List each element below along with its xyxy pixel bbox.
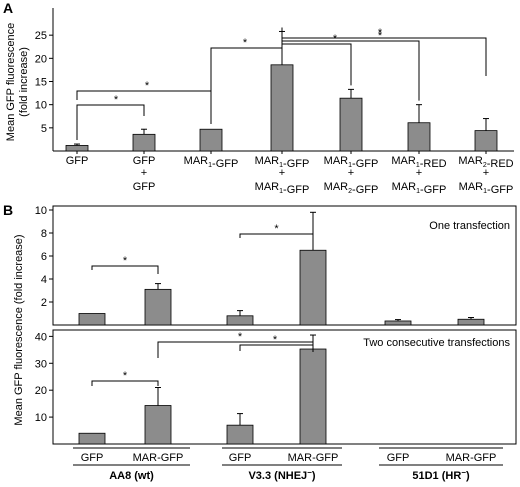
- category-plus: +: [279, 167, 285, 179]
- y-tick-label: 20: [35, 385, 47, 397]
- bar-label: MAR-GFP: [288, 452, 339, 464]
- bar: [474, 130, 498, 152]
- category-label: MAR1-GFP: [255, 155, 310, 170]
- significance-star: *: [333, 33, 338, 45]
- significance-star: *: [238, 331, 243, 343]
- category-plus: +: [141, 167, 147, 179]
- y-tick-label: 2: [41, 297, 47, 309]
- y-tick-label: 30: [35, 358, 47, 370]
- category-label: MAR1-RED: [391, 155, 446, 170]
- category-plus: +: [483, 167, 489, 179]
- bar-label: GFP: [229, 452, 252, 464]
- significance-star: *: [123, 370, 128, 382]
- category-plus: +: [348, 167, 354, 179]
- bar-label: GFP: [81, 452, 104, 464]
- significance-bracket: [157, 341, 314, 358]
- panel-a-ylabel-line1: Mean GFP fluorescence: [5, 23, 17, 141]
- bar: [132, 133, 156, 152]
- significance-bracket: [91, 380, 159, 386]
- bar: [339, 97, 363, 152]
- panel-b: B Mean GFP fluorescence (fold increase) …: [3, 202, 517, 482]
- category-label: MAR1-GFP: [255, 181, 310, 196]
- bar-label: GFP: [387, 452, 410, 464]
- bar: [78, 432, 106, 445]
- category-plus: +: [416, 167, 422, 179]
- bar: [144, 288, 172, 326]
- panel-b-bottom-plot: 10 20 30 40 * * *: [35, 331, 327, 445]
- bar: [144, 405, 172, 445]
- bar-label: MAR-GFP: [133, 452, 184, 464]
- category-label: GFP: [66, 155, 89, 167]
- bar: [199, 128, 223, 152]
- bar: [270, 64, 294, 152]
- significance-star: *: [273, 334, 278, 346]
- significance-bracket: [239, 233, 314, 238]
- panel-a: A Mean GFP fluorescence (fold increase) …: [3, 0, 514, 196]
- panel-b-bottom-frame: [52, 329, 517, 445]
- bar: [384, 320, 412, 326]
- y-tick-label: 10: [35, 205, 47, 217]
- bar: [299, 249, 327, 326]
- y-tick-label: 15: [35, 77, 47, 89]
- panel-b-top-frame: [52, 205, 517, 326]
- category-label: MAR2-GFP: [324, 181, 379, 196]
- y-tick-label: 5: [41, 123, 47, 135]
- y-tick-label: 40: [35, 331, 47, 343]
- group-label: 51D1 (HR−): [412, 468, 470, 482]
- y-tick-label: 10: [35, 100, 47, 112]
- significance-star: *: [243, 37, 248, 49]
- significance-star: *: [378, 30, 383, 42]
- bar: [407, 122, 431, 152]
- panel-b-top-plot: 2 4 6 8 10 * *: [35, 205, 485, 326]
- y-tick-label: 6: [41, 251, 47, 263]
- significance-star: *: [145, 80, 150, 92]
- significance-bracket: [76, 104, 145, 140]
- y-tick-label: 20: [35, 53, 47, 65]
- y-tick-label: 8: [41, 228, 47, 240]
- panel-b-ylabel: Mean GFP fluorescence (fold increase): [13, 234, 25, 425]
- category-label: MAR2-RED: [458, 155, 513, 170]
- category-label: MAR1-GFP: [459, 181, 514, 196]
- significance-star: *: [378, 27, 383, 39]
- y-tick-label: 10: [35, 412, 47, 424]
- bar: [226, 424, 254, 445]
- significance-star: *: [123, 255, 128, 267]
- bar: [226, 315, 254, 326]
- category-label: GFP: [133, 181, 156, 193]
- panel-a-letter: A: [3, 0, 13, 16]
- panel-b-x-labels: GFP MAR-GFP GFP MAR-GFP GFP MAR-GFP AA8 (wt) V3…: [73, 447, 503, 482]
- bar: [78, 313, 106, 326]
- significance-star: *: [114, 94, 119, 106]
- group-label: AA8 (wt): [109, 470, 154, 482]
- category-label: MAR1-GFP: [184, 155, 239, 170]
- panel-a-ylabel-line2: (fold increase): [18, 47, 30, 117]
- bar-label: MAR-GFP: [446, 452, 497, 464]
- significance-bracket: [91, 265, 159, 274]
- category-label: MAR1-GFP: [392, 181, 447, 196]
- bar: [457, 318, 485, 326]
- bar: [299, 348, 327, 445]
- panel-b-letter: B: [3, 202, 13, 218]
- y-tick-label: 25: [35, 30, 47, 42]
- significance-star: *: [274, 223, 279, 235]
- category-label: MAR1-GFP: [324, 155, 379, 170]
- panel-b-top-label: One transfection: [429, 220, 510, 232]
- significance-bracket: [239, 344, 314, 351]
- group-label: V3.3 (NHEJ−): [248, 468, 315, 482]
- significance-bracket: [281, 37, 487, 76]
- panel-b-bottom-label: Two consecutive transfections: [363, 337, 510, 349]
- y-tick-label: 4: [41, 274, 47, 286]
- category-label: GFP: [133, 155, 156, 167]
- bar: [65, 145, 89, 152]
